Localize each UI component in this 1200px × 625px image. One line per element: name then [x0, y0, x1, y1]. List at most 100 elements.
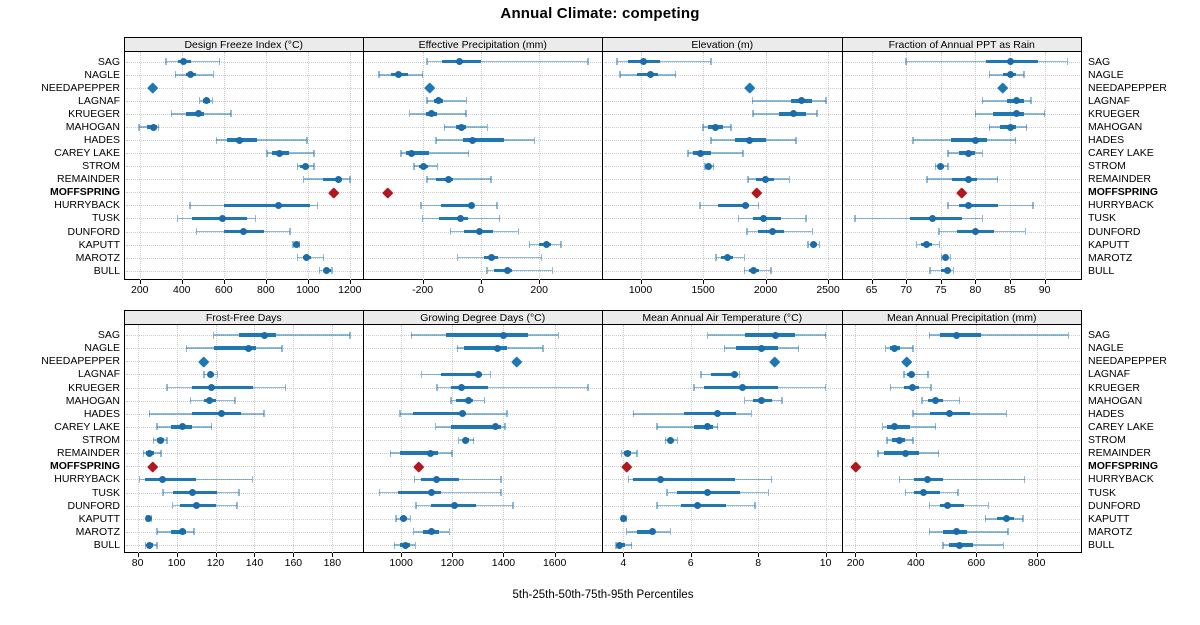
x-tick-label: 1200 [440, 557, 464, 569]
row-gridline [844, 492, 1080, 494]
whisker-cap-low [747, 175, 749, 183]
x-tick [640, 279, 642, 284]
whisker-cap-high [218, 58, 221, 66]
whisker-cap-high [500, 475, 502, 483]
whisker-cap-low [449, 228, 452, 235]
whisker-cap-low [807, 241, 809, 249]
iqr-bar-25-75 [406, 151, 430, 155]
panel-0-0 [124, 52, 364, 280]
site-label-left: CAREY LAKE [54, 420, 120, 433]
whisker-cap-high [938, 241, 941, 249]
median-dot [1006, 58, 1014, 66]
x-gridline [181, 52, 183, 280]
whisker-cap-low [700, 370, 702, 378]
whisker-cap-high [512, 502, 514, 510]
x-tick [401, 553, 403, 557]
whisker-cap-low [928, 528, 931, 536]
x-tick [906, 279, 908, 284]
x-tick [1036, 553, 1038, 557]
whisker-cap-high [331, 267, 333, 275]
row-gridline [605, 270, 841, 272]
whisker-cap-high [414, 541, 417, 549]
x-gridline [176, 325, 178, 553]
iqr-bar-25-75 [951, 177, 977, 181]
row-gridline [126, 270, 362, 272]
row-gridline [126, 545, 362, 546]
whisker-cap-high [1032, 201, 1034, 209]
panel-strip: Mean Annual Precipitation (mm) [842, 310, 1082, 325]
whisker-cap-high [349, 331, 351, 339]
row-gridline [365, 113, 601, 115]
whisker-cap-high [927, 370, 929, 378]
x-gridline [1044, 52, 1046, 280]
site-label-left: HADES [83, 134, 120, 147]
x-tick [1044, 279, 1046, 284]
row-gridline [126, 505, 362, 507]
row-gridline [605, 361, 841, 363]
whisker-cap-high [797, 344, 800, 352]
row-gridline [365, 74, 601, 76]
whisker-cap-high [949, 254, 952, 262]
whisker-cap-low [400, 149, 402, 157]
whisker-cap-high [674, 71, 677, 79]
x-tick-label: 1000 [628, 284, 653, 296]
x-gridline [871, 52, 873, 280]
whisker-cap-low [947, 201, 949, 209]
whisker-5-95 [427, 178, 491, 181]
site-label-right: KRUEGER [1088, 107, 1140, 120]
x-gridline [690, 325, 692, 553]
median-dot [178, 528, 186, 536]
row-gridline [365, 270, 601, 272]
whisker-cap-high [210, 423, 213, 431]
x-gridline [332, 325, 334, 553]
whisker-cap-high [805, 214, 807, 222]
x-gridline [137, 325, 139, 553]
median-dot [1006, 123, 1014, 131]
median-dot [758, 344, 766, 352]
median-dot [760, 214, 768, 222]
whisker-cap-high [770, 475, 773, 483]
median-dot [159, 475, 167, 483]
whisker-5-95 [929, 334, 1069, 336]
whisker-cap-low [165, 58, 167, 66]
row-gridline [844, 244, 1080, 246]
whisker-cap-high [251, 475, 254, 483]
median-dot [1013, 110, 1021, 118]
whisker-cap-high [811, 228, 814, 235]
site-label-left: MOFFSPRING [50, 460, 120, 473]
whisker-cap-high [289, 228, 291, 235]
median-dot [180, 58, 188, 66]
whisker-cap-high [987, 502, 990, 510]
whisker-cap-low [426, 97, 428, 105]
row-gridline [605, 192, 841, 194]
x-gridline [855, 325, 857, 553]
site-label-left: STROM [82, 160, 120, 173]
median-dot [771, 331, 779, 339]
median-dot [616, 541, 624, 549]
whisker-cap-low [926, 175, 928, 183]
whisker-cap-high [824, 384, 827, 391]
x-tick-label: 600 [967, 557, 986, 569]
x-gridline [975, 52, 977, 280]
whisker-cap-high [788, 175, 791, 183]
iqr-bar-25-75 [439, 216, 468, 221]
median-dot [922, 241, 930, 249]
whisker-cap-low [752, 110, 754, 118]
whisker-cap-high [498, 214, 501, 222]
whisker-cap-high [738, 370, 741, 378]
median-dot [964, 149, 972, 157]
whisker-cap-high [757, 201, 760, 209]
whisker-cap-low [905, 58, 907, 66]
iqr-bar-25-75 [192, 385, 253, 390]
median-dot [493, 344, 501, 352]
whisker-cap-low [912, 136, 914, 144]
iqr-bar-25-75 [441, 372, 483, 377]
whisker-cap-high [306, 136, 308, 144]
whisker-cap-low [457, 436, 460, 444]
x-tick [176, 553, 178, 557]
row-gridline [844, 270, 1080, 272]
x-tick-label: 75 [934, 284, 947, 296]
whisker-cap-low [399, 410, 401, 418]
iqr-bar-25-75 [951, 138, 988, 142]
whisker-cap-low [426, 175, 428, 183]
